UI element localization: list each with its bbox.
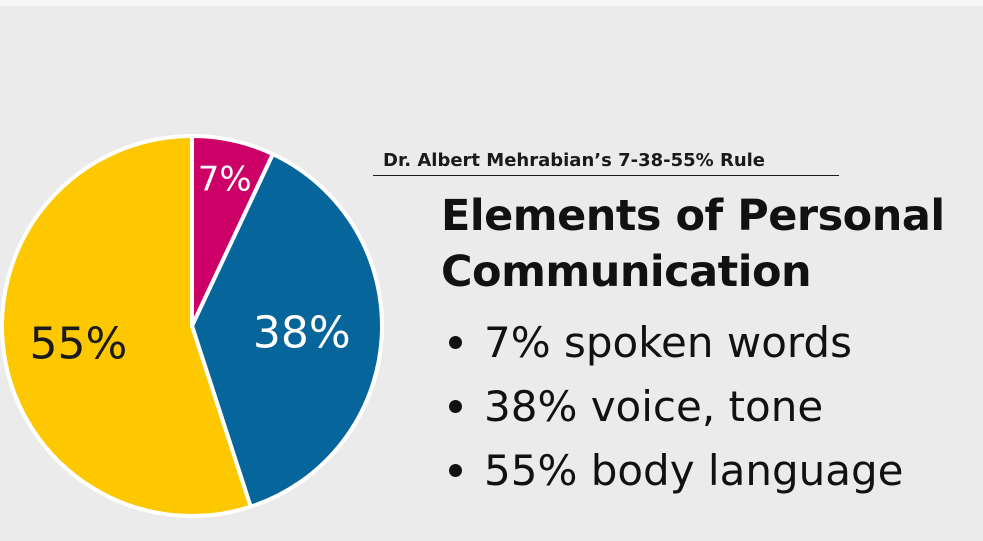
top-strip (0, 0, 983, 6)
slide-heading: Elements of Personal Communication (441, 188, 961, 300)
bullet-text: 7% spoken words (484, 318, 852, 367)
pie-slice-body-language (0, 134, 253, 518)
bullet-dot-icon (449, 336, 462, 349)
bullet-dot-icon (449, 400, 462, 413)
pie-label-voice-tone: 38% (253, 307, 351, 358)
bullet-text: 38% voice, tone (484, 382, 824, 431)
pie-label-body-language: 55% (30, 319, 128, 370)
bullet-item: 7% spoken words (449, 311, 903, 375)
bullet-item: 38% voice, tone (449, 375, 903, 439)
pie-chart: 7% 38% 55% (0, 134, 384, 518)
bullet-list: 7% spoken words 38% voice, tone 55% body… (449, 311, 903, 503)
bullet-item: 55% body language (449, 439, 903, 503)
slide-subtitle: Dr. Albert Mehrabian’s 7-38-55% Rule (373, 148, 839, 176)
bullet-text: 55% body language (484, 446, 904, 495)
heading-line-2: Communication (441, 247, 812, 297)
bullet-dot-icon (449, 464, 462, 477)
heading-line-1: Elements of Personal (441, 191, 945, 241)
pie-slice-voice-tone (190, 152, 384, 509)
pie-label-spoken-words: 7% (198, 160, 252, 200)
subtitle-text: Dr. Albert Mehrabian’s 7-38-55% Rule (383, 150, 766, 171)
